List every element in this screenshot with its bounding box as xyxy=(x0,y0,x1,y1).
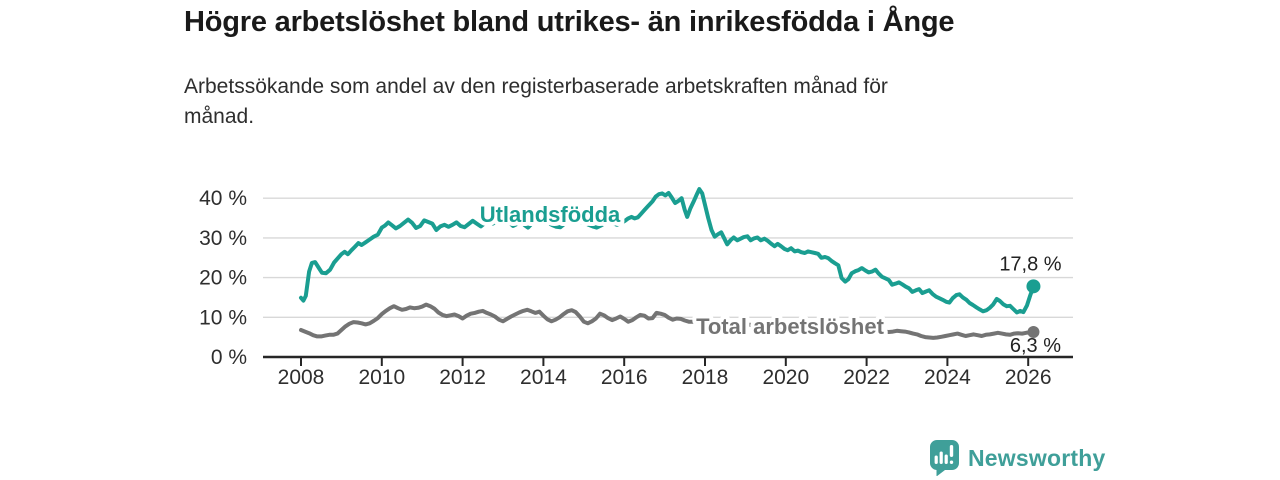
series-end-dot-0 xyxy=(1026,279,1041,294)
x-tick-label: 2008 xyxy=(278,366,325,389)
chart-subtitle: Arbetssökande som andel av den registerb… xyxy=(184,72,888,132)
x-tick-label: 2022 xyxy=(843,366,890,389)
y-tick-label: 10 % xyxy=(199,306,247,329)
page-title: Högre arbetslöshet bland utrikes- än inr… xyxy=(184,6,955,38)
newsworthy-logo: Newsworthy xyxy=(929,440,1105,476)
series-end-value-0: 17,8 % xyxy=(999,253,1061,275)
x-tick-label: 2020 xyxy=(762,366,809,389)
y-tick-label: 0 % xyxy=(211,346,247,369)
series-line-1 xyxy=(299,302,1036,340)
x-tick-label: 2014 xyxy=(520,366,567,389)
x-tick-label: 2026 xyxy=(1005,366,1052,389)
subtitle-line-1: Arbetssökande som andel av den registerb… xyxy=(184,75,888,98)
bar-chart-speech-bubble-icon xyxy=(929,440,959,476)
y-tick-label: 40 % xyxy=(199,187,247,210)
x-tick-label: 2018 xyxy=(682,366,729,389)
series-end-value-1: 6,3 % xyxy=(1010,335,1061,357)
x-tick-label: 2016 xyxy=(601,366,648,389)
x-tick-label: 2012 xyxy=(439,366,486,389)
y-tick-label: 20 % xyxy=(199,267,247,290)
series-label-1: Total arbetslöshet xyxy=(696,314,885,339)
brand-name: Newsworthy xyxy=(968,444,1106,471)
y-tick-label: 30 % xyxy=(199,227,247,250)
series-end-dot-1 xyxy=(1027,325,1040,338)
x-tick-label: 2010 xyxy=(358,366,405,389)
subtitle-line-2: månad. xyxy=(184,105,255,128)
series-line-0 xyxy=(299,187,1036,315)
x-tick-label: 2024 xyxy=(924,366,971,389)
series-label-0: Utlandsfödda xyxy=(480,202,621,227)
